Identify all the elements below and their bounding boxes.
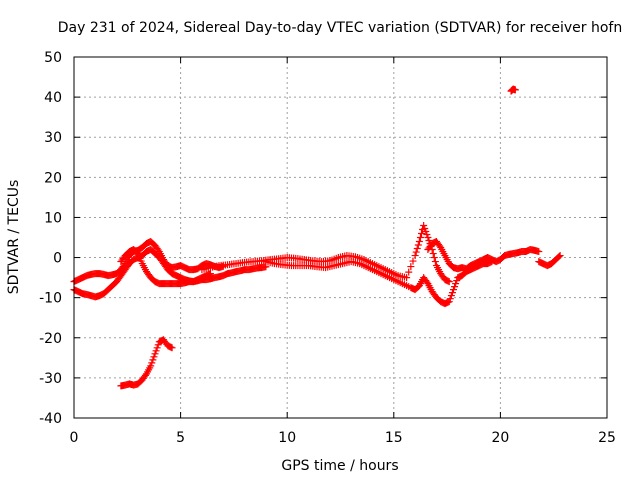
data-point <box>430 254 438 262</box>
data-point <box>407 263 415 271</box>
data-point <box>415 238 423 246</box>
data-point <box>555 253 563 261</box>
series-track-7 <box>535 252 564 270</box>
y-tick-label: -10 <box>39 291 62 307</box>
data-point <box>153 344 161 352</box>
data-point <box>150 353 158 361</box>
data-point <box>452 280 460 288</box>
y-axis-label: SDTVAR / TECUs <box>6 180 22 295</box>
series-track-8 <box>117 336 176 390</box>
y-tick-label: 30 <box>44 130 62 146</box>
data-point <box>420 221 428 229</box>
data-point <box>453 277 461 285</box>
data-point <box>423 230 431 238</box>
data-point <box>535 248 543 256</box>
data-point <box>152 347 160 355</box>
data-point <box>449 286 457 294</box>
data-point <box>154 341 162 349</box>
data-point <box>409 257 417 265</box>
data-point <box>147 362 155 370</box>
data-point <box>451 283 459 291</box>
y-tick-label: -20 <box>39 331 62 347</box>
data-point <box>424 234 432 241</box>
data-point <box>411 252 419 260</box>
x-axis-label: GPS time / hours <box>281 458 398 474</box>
data-point <box>405 268 413 276</box>
data-point <box>445 278 453 286</box>
y-tick-label: 40 <box>44 90 62 106</box>
x-tick-label: 20 <box>491 430 509 446</box>
data-point <box>422 227 430 235</box>
data-point <box>447 292 455 300</box>
data-point <box>403 274 411 282</box>
data-point <box>429 250 437 258</box>
data-point <box>412 248 420 256</box>
y-tick-label: -30 <box>39 371 62 387</box>
x-tick-labels: 0 5 10 15 20 25 <box>70 430 616 446</box>
data-point <box>418 229 426 237</box>
data-point <box>445 298 453 306</box>
y-tick-label: -40 <box>39 411 62 427</box>
data-point <box>423 278 431 286</box>
series-track-5 <box>262 258 496 308</box>
data-point <box>511 86 519 94</box>
data-point <box>148 359 156 367</box>
data-point <box>421 224 429 232</box>
data-points <box>70 85 564 390</box>
data-point <box>413 245 421 253</box>
data-point <box>414 241 422 249</box>
data-point <box>425 237 433 245</box>
data-point <box>133 249 141 257</box>
data-point <box>446 295 454 303</box>
data-point <box>168 344 176 352</box>
x-tick-label: 25 <box>598 430 616 446</box>
x-tick-label: 5 <box>176 430 185 446</box>
data-point <box>154 246 162 254</box>
axis-ticks <box>73 56 608 419</box>
y-tick-label: 10 <box>44 210 62 226</box>
plot-frame <box>73 56 608 419</box>
y-tick-label: 0 <box>53 251 62 267</box>
x-tick-label: 15 <box>385 430 403 446</box>
data-point <box>149 356 157 364</box>
chart-title: Day 231 of 2024, Sidereal Day-to-day VTE… <box>58 20 622 36</box>
series-track-6 <box>424 238 543 273</box>
series-track-4 <box>198 221 453 286</box>
data-point <box>151 350 159 358</box>
data-point <box>431 258 439 266</box>
data-point <box>141 371 149 379</box>
x-tick-label: 10 <box>278 430 296 446</box>
y-tick-label: 20 <box>44 170 62 186</box>
x-tick-label: 0 <box>70 430 79 446</box>
data-point <box>448 289 456 297</box>
data-point <box>556 252 564 260</box>
series-track-9 <box>507 85 519 95</box>
y-tick-label: 50 <box>44 50 62 66</box>
data-point <box>416 234 424 241</box>
series-track-3 <box>117 246 270 288</box>
grid <box>74 57 607 418</box>
y-tick-labels: -40 -30 -20 -10 0 10 20 30 40 50 <box>39 50 62 427</box>
data-point <box>436 242 444 250</box>
